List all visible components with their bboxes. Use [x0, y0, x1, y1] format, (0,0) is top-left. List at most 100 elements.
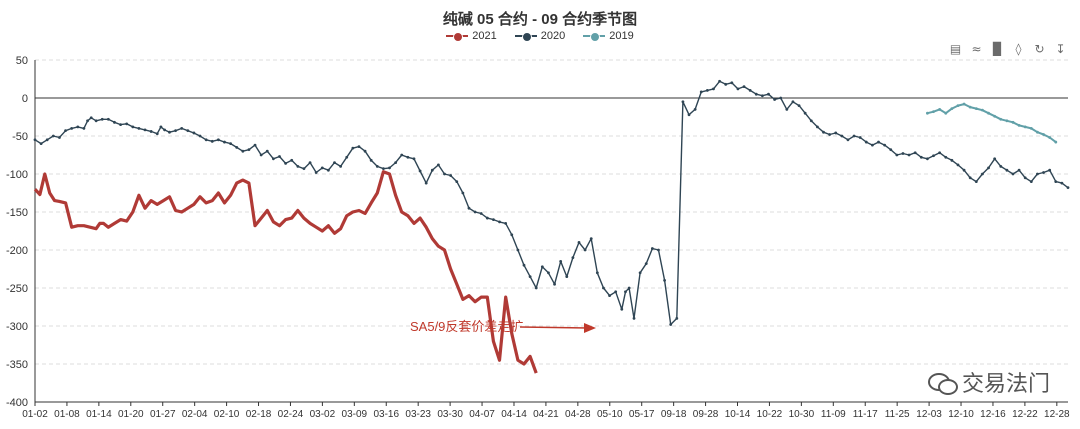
data-point-2020 — [699, 90, 703, 94]
series-line-2019 — [927, 103, 1057, 143]
data-point-2020 — [449, 174, 453, 177]
data-point-2020 — [265, 149, 269, 153]
data-point-2020 — [64, 129, 67, 133]
y-tick-label: -350 — [6, 359, 28, 371]
x-tick-label: 04-14 — [501, 409, 527, 420]
data-point-2020 — [113, 120, 116, 124]
stack-icon[interactable]: ◊ — [1015, 42, 1022, 56]
data-point-2020 — [235, 146, 239, 149]
data-point-2020 — [259, 153, 263, 157]
data-point-2020 — [828, 133, 832, 136]
x-tick-label: 11-25 — [885, 409, 910, 420]
legend-swatch — [446, 32, 469, 42]
data-point-2020 — [624, 290, 627, 294]
data-point-2020 — [889, 148, 893, 152]
data-point-2020 — [253, 143, 257, 147]
data-point-2020 — [412, 157, 416, 161]
data-point-2020 — [974, 180, 978, 184]
data-point-2019 — [956, 104, 960, 107]
data-point-2020 — [822, 130, 825, 134]
data-point-2020 — [168, 130, 171, 134]
x-tick-label: 12-22 — [1012, 409, 1038, 420]
data-point-2020 — [504, 222, 508, 225]
data-point-2020 — [143, 128, 147, 132]
data-point-2020 — [247, 148, 251, 152]
data-point-2020 — [89, 116, 93, 120]
data-point-2020 — [149, 130, 153, 133]
data-point-2020 — [369, 158, 373, 162]
legend-label: 2019 — [609, 30, 634, 42]
data-point-2020 — [271, 157, 275, 161]
data-point-2020 — [430, 168, 434, 172]
data-view-icon[interactable]: ▤ — [949, 42, 962, 56]
data-point-2020 — [718, 79, 721, 83]
data-point-2020 — [962, 168, 966, 172]
data-point-2019 — [999, 117, 1003, 121]
data-point-2020 — [100, 117, 104, 121]
x-tick-label: 03-23 — [405, 409, 431, 420]
data-point-2020 — [785, 108, 789, 111]
data-point-2020 — [223, 140, 226, 144]
data-point-2020 — [1017, 168, 1021, 172]
data-point-2020 — [907, 153, 911, 157]
data-point-2020 — [186, 129, 190, 133]
watermark-text: 交易法门 — [961, 372, 1050, 397]
data-point-2020 — [638, 271, 642, 275]
restore-icon[interactable]: ↻ — [1034, 42, 1045, 56]
x-tick-label: 10-22 — [757, 409, 783, 420]
data-point-2019 — [950, 107, 954, 111]
data-point-2019 — [1036, 130, 1039, 134]
x-tick-label: 02-04 — [182, 409, 208, 420]
data-point-2020 — [577, 241, 581, 244]
y-tick-label: -250 — [6, 283, 28, 295]
x-tick-label: 04-21 — [533, 409, 559, 420]
x-tick-label: 12-16 — [980, 409, 1006, 420]
data-point-2020 — [302, 167, 306, 171]
data-point-2020 — [650, 247, 654, 250]
data-point-2020 — [919, 155, 923, 159]
data-point-2020 — [159, 125, 163, 129]
x-tick-label: 01-08 — [54, 409, 80, 420]
data-point-2019 — [987, 111, 990, 115]
legend-item-2019[interactable]: 2019 — [583, 30, 634, 42]
data-point-2019 — [1029, 126, 1033, 130]
x-tick-label: 12-28 — [1044, 409, 1070, 420]
data-point-2020 — [627, 286, 631, 290]
data-point-2020 — [608, 294, 611, 297]
data-point-2020 — [724, 82, 728, 86]
data-point-2020 — [553, 282, 556, 286]
data-point-2020 — [926, 157, 929, 161]
data-point-2020 — [418, 169, 422, 173]
data-point-2020 — [308, 161, 312, 165]
save-image-icon[interactable]: ↧ — [1055, 42, 1066, 56]
data-point-2019 — [938, 108, 942, 111]
data-point-2020 — [1011, 172, 1015, 176]
data-point-2020 — [675, 317, 679, 320]
data-point-2020 — [1036, 172, 1039, 176]
data-point-2020 — [1029, 180, 1033, 184]
data-point-2020 — [70, 126, 74, 130]
line-chart-icon[interactable]: ≈ — [971, 42, 982, 56]
chart-title: 纯碱 05 合约 - 09 合约季节图 — [442, 11, 638, 28]
data-point-2020 — [296, 165, 300, 168]
data-point-2020 — [345, 155, 349, 159]
data-point-2019 — [1017, 123, 1021, 127]
bar-chart-icon[interactable]: ▉ — [992, 42, 1003, 56]
legend-item-2021[interactable]: 2021 — [446, 30, 497, 42]
data-point-2020 — [137, 126, 141, 130]
data-point-2020 — [210, 139, 214, 143]
data-point-2019 — [1023, 125, 1027, 129]
data-point-2020 — [1054, 180, 1058, 184]
legend-item-2020[interactable]: 2020 — [514, 30, 565, 42]
x-tick-label: 03-02 — [310, 409, 336, 420]
x-tick-label: 01-14 — [86, 409, 112, 420]
data-point-2020 — [443, 172, 446, 176]
y-tick-label: -300 — [6, 321, 28, 333]
data-point-2020 — [1066, 186, 1070, 190]
data-point-2020 — [944, 155, 948, 159]
x-tick-label: 11-17 — [853, 409, 878, 420]
data-point-2019 — [944, 111, 948, 115]
wechat-icon — [927, 371, 958, 395]
data-point-2020 — [1060, 181, 1064, 185]
data-point-2020 — [406, 155, 410, 159]
